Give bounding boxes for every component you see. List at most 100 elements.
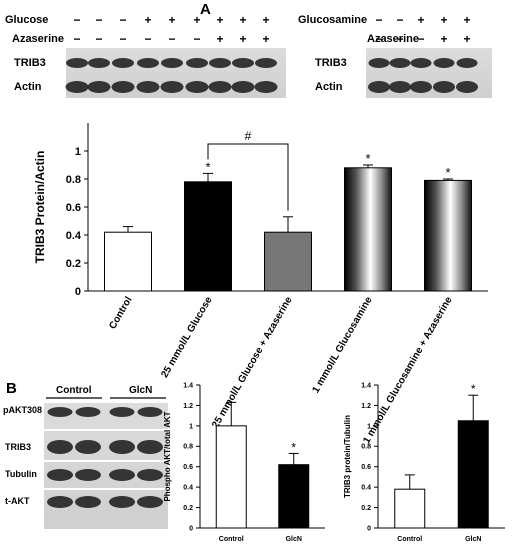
y-tick-label: 0.2 [183,505,193,512]
blot1-azaserine-label: Azaserine [12,33,64,45]
bar-1 [457,420,489,529]
comparison-bracket [207,143,289,211]
y-tick-label: 0 [75,286,81,298]
blot2-bands [368,58,478,93]
bar-4 [424,179,472,292]
blot1-signs: − − − + + + + + + − − − − − − + + + [73,13,269,46]
category-label-1: 25 mmol/L Glucose [159,295,215,380]
category-label-1: GlcN [286,536,302,543]
blotb-takt-band-2 [109,496,135,508]
blotb-control-label: Control [56,385,92,396]
blot1-glucose-sign-4: + [168,13,175,27]
y-tick-label: 1 [189,423,193,430]
blotb-tubulin-band-3 [137,469,163,481]
significance-star-1: * [291,440,296,454]
blot1-trib3-band-5 [186,58,208,68]
blot1-glucose-sign-8: + [262,13,269,27]
y-tick-label: 1 [75,146,81,158]
y-tick-label: 1.2 [361,403,371,410]
blot2-azaserine-label: Azaserine [367,33,419,45]
blot1-azaserine-sign-5: − [193,32,200,46]
y-tick-label: 1.4 [183,382,193,389]
blot2-actin-label: Actin [315,81,343,93]
y-tick-label: 0.4 [361,485,371,492]
blot1-actin-band-8 [254,81,278,93]
blot1-glucose-label: Glucose [5,14,48,26]
blot2-azaserine-sign-2: − [417,32,424,46]
blotb-tubulin-band-1 [75,469,101,481]
y-tick-label: 0 [367,525,371,532]
blotb-pakt-band-2 [109,407,135,417]
blot2-actin-band-1 [389,81,411,93]
blot1-actin-band-3 [136,81,160,93]
y-axis-label: TRIB3 protein/Tubulin [343,415,352,498]
blotb-membrane [44,403,168,529]
blot1-glucose-sign-7: + [239,13,246,27]
blot2-azaserine-sign-3: + [440,32,447,46]
blot2-signs: − − + + +− − − + + [375,13,470,46]
blot1-actin-band-1 [87,81,111,93]
blotb-glcn-label: GlcN [129,385,152,396]
bar-0 [104,231,152,292]
panel-a-letter: A [200,1,211,18]
blot1-azaserine-sign-7: + [239,32,246,46]
bar-1 [278,464,310,529]
trib3-actin-bar-chart: 0 0.2 0.4 0.6 0.8 1 TRIB3 Protein/Actin Control… [33,123,488,446]
bar-0 [215,425,247,529]
blot1-actin-band-5 [185,81,209,93]
trib3-tubulin-bar-chart: 0 0.2 0.4 0.6 0.8 1 1.2 1.4 TRIB3 protein/Tubuli… [343,382,505,543]
blot1-azaserine-sign-8: + [262,32,269,46]
y-tick-label: 0.4 [183,485,193,492]
blotb-pakt-label: pAKT308 [3,405,42,415]
y-tick-label: 0.2 [66,258,81,270]
category-label-0: Control [397,536,422,543]
blot1-azaserine-sign-3: − [144,32,151,46]
blotb-pakt-band-1 [75,407,101,417]
blotb-takt-band-3 [137,496,163,508]
significance-star-1: * [471,382,476,396]
blot2-actin-band-2 [410,81,432,93]
bar-2 [264,231,312,292]
blotb-trib3-band-0 [47,440,73,454]
blot1-actin-band-0 [65,81,89,93]
blotb-takt-label: t-AKT [5,496,30,506]
blot1-trib3-band-7 [232,58,254,68]
blotb-pakt-band-0 [47,407,73,417]
blotb-takt-band-0 [47,496,73,508]
blot1-trib3-label: TRIB3 [14,57,46,69]
blot1-bands [65,58,278,93]
category-label-4: 1 mmol/L Glucosamine + Azaserine [361,295,455,446]
blot2-azaserine-sign-4: + [463,32,470,46]
blot1-glucose-sign-0: − [73,13,80,27]
blotb-trib3-band-2 [109,440,135,454]
y-tick-label: 0.6 [183,464,193,471]
y-tick-label: 0 [189,525,193,532]
blotb-tubulin-label: Tubulin [5,469,37,479]
blot1-actin-label: Actin [14,81,42,93]
blotb-bands [44,407,168,508]
blot2-azaserine-sign-1: − [396,32,403,46]
blot2-trib3-label: TRIB3 [315,57,347,69]
y-tick-label: 1.2 [183,403,193,410]
blot1-glucose-sign-1: − [95,13,102,27]
blot2-glucosamine-label: Glucosamine [298,14,367,26]
bar-3 [344,167,392,292]
category-label-3: 1 mmol/L Glucosamine [310,295,374,396]
blot2-trib3-band-4 [456,58,478,68]
blot2-actin-band-0 [368,81,390,93]
blot2-trib3-band-1 [389,58,411,68]
blot1-trib3-band-2 [112,58,134,68]
y-tick-label: 0.2 [361,505,371,512]
y-tick-label: 0.8 [66,174,81,186]
category-label-2: 25 mmol/L Glucose + Azaserine [210,295,295,431]
blot2-actin-band-4 [456,81,478,93]
category-label-0: Control [219,536,244,543]
blot1-trib3-band-0 [66,58,88,68]
blot1-actin-band-2 [111,81,135,93]
blot2-glucosamine-sign-3: + [440,13,447,27]
significance-star-1: * [205,159,210,174]
blotb-tubulin-band-0 [47,469,73,481]
blot1-actin-band-6 [208,81,232,93]
significance-star-3: * [365,151,370,166]
